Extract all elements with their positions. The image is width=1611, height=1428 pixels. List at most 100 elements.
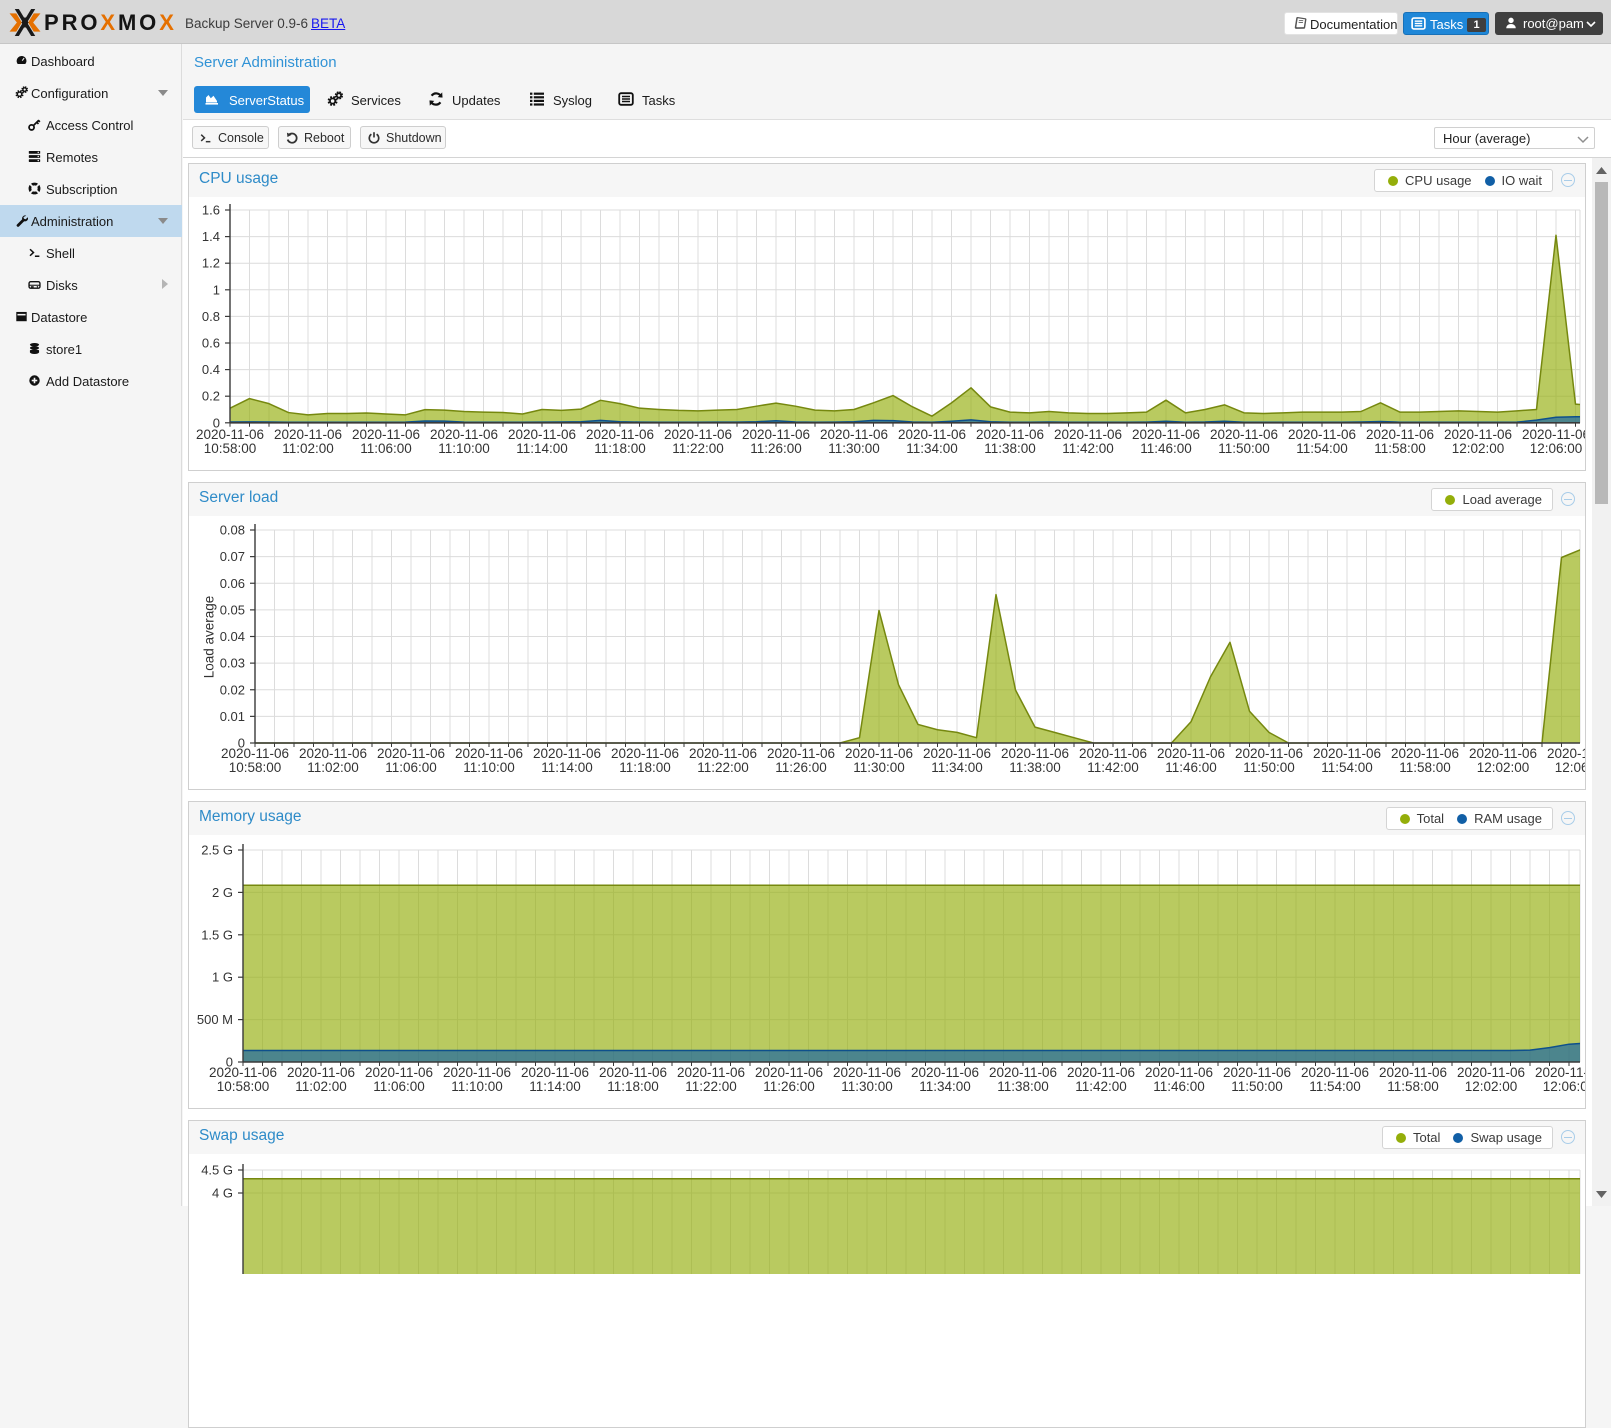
svg-text:2020-11-06: 2020-11-06 [599,1065,667,1080]
svg-text:11:50:00: 11:50:00 [1231,1079,1283,1094]
svg-text:11:30:00: 11:30:00 [853,760,905,775]
svg-text:11:38:00: 11:38:00 [997,1079,1049,1094]
svg-text:11:26:00: 11:26:00 [763,1079,815,1094]
svg-text:4.5 G: 4.5 G [201,1163,233,1178]
svg-text:2020-11-06: 2020-11-06 [664,427,732,442]
svg-text:2020-11-06: 2020-11-06 [196,427,264,442]
svg-text:2020-11-06: 2020-11-06 [611,746,679,761]
svg-text:11:50:00: 11:50:00 [1218,441,1270,456]
svg-text:2020-11-06: 2020-11-06 [352,427,420,442]
svg-text:2020-11-06: 2020-11-06 [1145,1065,1213,1080]
svg-text:11:38:00: 11:38:00 [984,441,1036,456]
svg-text:11:42:00: 11:42:00 [1075,1079,1127,1094]
svg-text:11:26:00: 11:26:00 [775,760,827,775]
svg-text:2020-11-06: 2020-11-06 [443,1065,511,1080]
svg-text:11:34:00: 11:34:00 [919,1079,971,1094]
svg-text:0.01: 0.01 [220,709,245,724]
svg-text:2020-11-06: 2020-11-06 [833,1065,901,1080]
svg-text:11:06:00: 11:06:00 [360,441,412,456]
svg-text:11:46:00: 11:46:00 [1140,441,1192,456]
svg-text:2020-11-06: 2020-11-06 [521,1065,589,1080]
svg-text:1.2: 1.2 [202,256,220,271]
svg-text:2020-11-06: 2020-11-06 [1054,427,1122,442]
svg-text:0.08: 0.08 [220,523,245,538]
svg-text:2020-11-06: 2020-11-06 [377,746,445,761]
svg-text:0: 0 [238,736,245,751]
svg-text:11:34:00: 11:34:00 [931,760,983,775]
svg-text:12:06:00: 12:06:00 [1543,1079,1585,1094]
svg-text:12:02:00: 12:02:00 [1477,760,1530,775]
svg-text:2020-11-06: 2020-11-06 [1547,746,1585,761]
svg-text:11:10:00: 11:10:00 [438,441,490,456]
svg-text:11:02:00: 11:02:00 [295,1079,347,1094]
svg-text:2020-11-06: 2020-11-06 [1391,746,1459,761]
svg-text:11:18:00: 11:18:00 [594,441,646,456]
svg-text:2020-11-06: 2020-11-06 [1079,746,1147,761]
svg-text:12:02:00: 12:02:00 [1452,441,1505,456]
svg-text:2020-11-06: 2020-11-06 [1301,1065,1369,1080]
svg-text:11:46:00: 11:46:00 [1165,760,1217,775]
svg-text:11:14:00: 11:14:00 [516,441,568,456]
svg-text:500 M: 500 M [197,1012,233,1027]
svg-text:2020-11-06: 2020-11-06 [820,427,888,442]
svg-text:11:22:00: 11:22:00 [672,441,724,456]
svg-text:0.2: 0.2 [202,389,220,404]
svg-text:0.02: 0.02 [220,682,245,697]
svg-text:0: 0 [226,1055,233,1070]
svg-text:2020-11-06: 2020-11-06 [1223,1065,1291,1080]
svg-text:0.05: 0.05 [220,602,245,617]
svg-text:2020-11-06: 2020-11-06 [1444,427,1512,442]
svg-text:2020-11-06: 2020-11-06 [274,427,342,442]
svg-text:2020-11-06: 2020-11-06 [1469,746,1537,761]
svg-text:11:42:00: 11:42:00 [1062,441,1114,456]
svg-text:0.6: 0.6 [202,336,220,351]
svg-text:1.6: 1.6 [202,203,220,218]
svg-text:2020-11-06: 2020-11-06 [430,427,498,442]
svg-text:2020-11-06: 2020-11-06 [689,746,757,761]
svg-text:11:50:00: 11:50:00 [1243,760,1295,775]
svg-text:2 G: 2 G [212,885,233,900]
svg-text:11:54:00: 11:54:00 [1309,1079,1361,1094]
svg-text:2.5 G: 2.5 G [201,843,233,858]
svg-text:2020-11-06: 2020-11-06 [365,1065,433,1080]
svg-text:12:02:00: 12:02:00 [1465,1079,1518,1094]
svg-text:2020-11-06: 2020-11-06 [677,1065,745,1080]
svg-text:11:54:00: 11:54:00 [1296,441,1348,456]
svg-text:2020-11-06: 2020-11-06 [1210,427,1278,442]
svg-text:11:22:00: 11:22:00 [697,760,749,775]
svg-text:2020-11-06: 2020-11-06 [742,427,810,442]
svg-text:4 G: 4 G [212,1186,233,1201]
svg-text:2020-11-06: 2020-11-06 [1313,746,1381,761]
svg-text:2020-11-06: 2020-11-06 [1235,746,1303,761]
svg-text:11:34:00: 11:34:00 [906,441,958,456]
svg-text:2020-11-06: 2020-11-06 [533,746,601,761]
svg-text:11:58:00: 11:58:00 [1399,760,1451,775]
svg-text:2020-11-06: 2020-11-06 [976,427,1044,442]
svg-text:0.04: 0.04 [220,629,245,644]
svg-text:11:10:00: 11:10:00 [463,760,515,775]
svg-text:2020-11-06: 2020-11-06 [1379,1065,1447,1080]
svg-text:10:58:00: 10:58:00 [217,1079,270,1094]
svg-text:11:42:00: 11:42:00 [1087,760,1139,775]
svg-text:11:14:00: 11:14:00 [541,760,593,775]
svg-text:2020-11-06: 2020-11-06 [221,746,289,761]
svg-text:2020-11-06: 2020-11-06 [989,1065,1057,1080]
svg-text:2020-11-06: 2020-11-06 [209,1065,277,1080]
svg-text:10:58:00: 10:58:00 [229,760,282,775]
svg-text:11:22:00: 11:22:00 [685,1079,737,1094]
svg-text:11:46:00: 11:46:00 [1153,1079,1205,1094]
svg-text:2020-11-06: 2020-11-06 [1157,746,1225,761]
svg-text:2020-11-06: 2020-11-06 [767,746,835,761]
svg-text:11:30:00: 11:30:00 [841,1079,893,1094]
svg-text:2020-11-06: 2020-11-06 [898,427,966,442]
svg-text:11:54:00: 11:54:00 [1321,760,1373,775]
svg-text:Load average: Load average [202,596,217,679]
svg-text:0.06: 0.06 [220,576,245,591]
svg-text:11:38:00: 11:38:00 [1009,760,1061,775]
svg-text:2020-11-06: 2020-11-06 [755,1065,823,1080]
svg-text:1.5 G: 1.5 G [201,927,233,942]
svg-text:1.4: 1.4 [202,229,220,244]
svg-text:11:06:00: 11:06:00 [373,1079,425,1094]
svg-text:2020-11-06: 2020-11-06 [1535,1065,1585,1080]
svg-text:0.07: 0.07 [220,549,245,564]
